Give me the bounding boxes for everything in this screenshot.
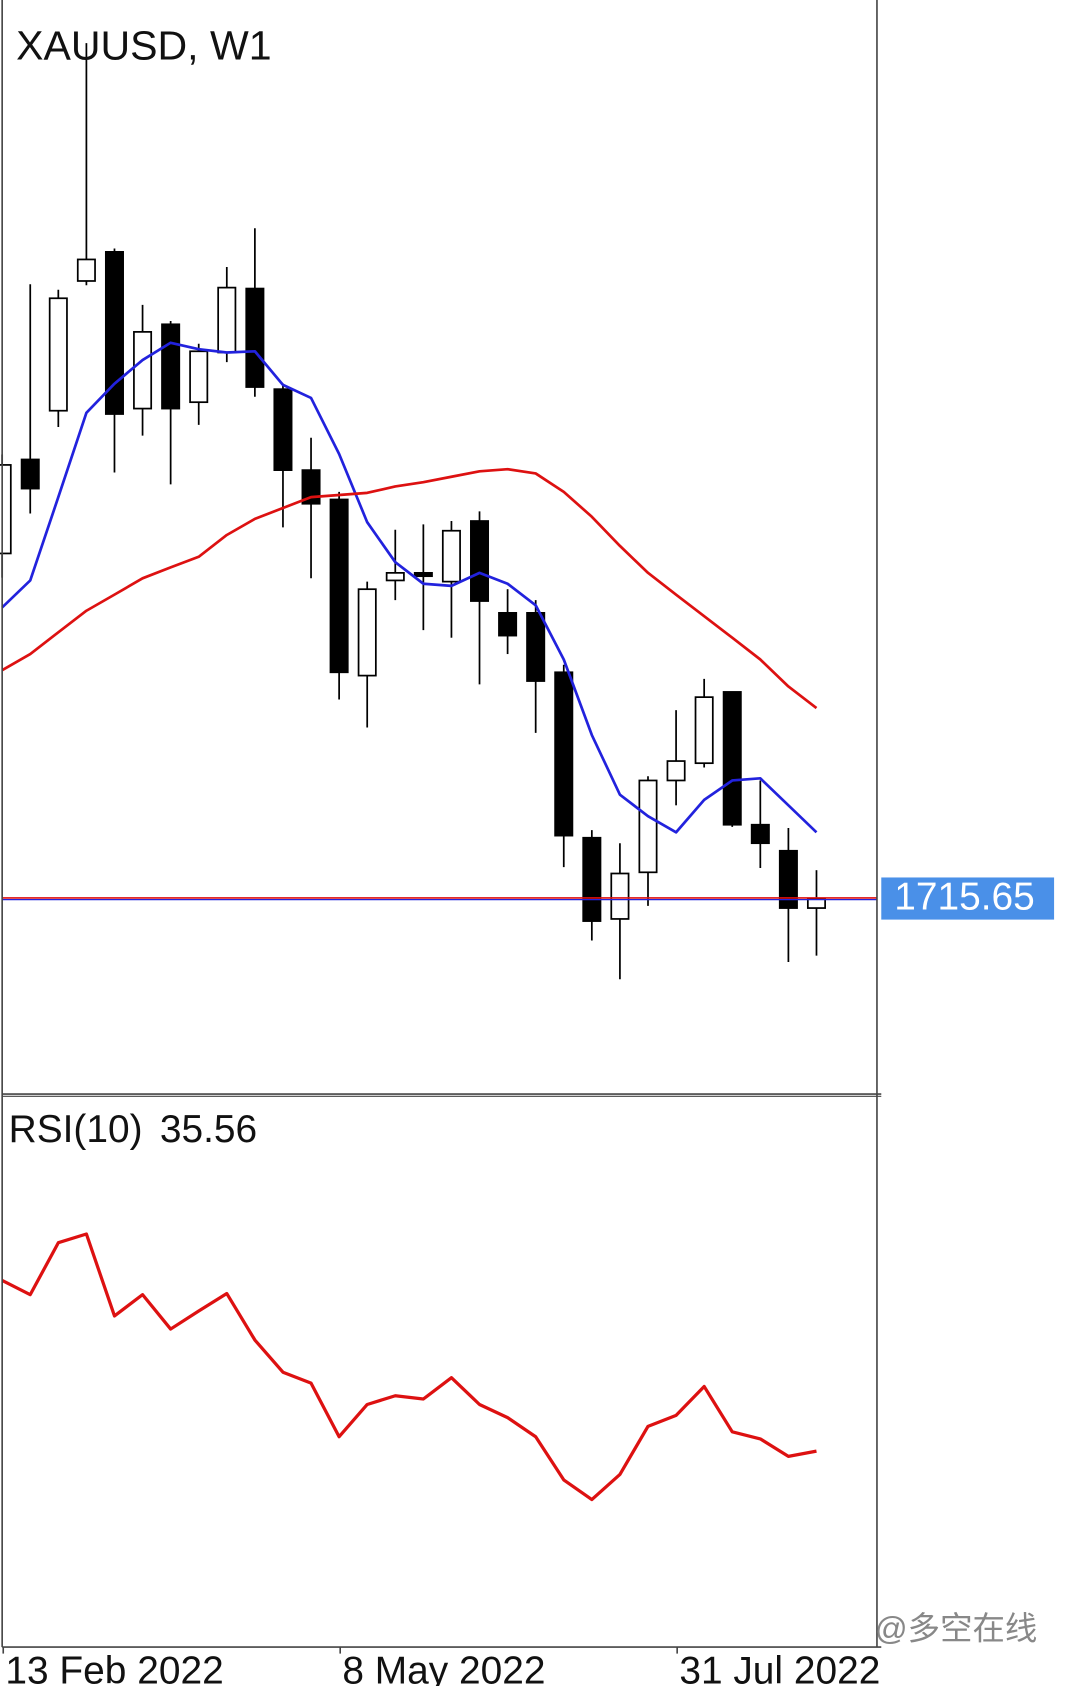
candle-body bbox=[666, 760, 686, 782]
candle-body bbox=[273, 388, 293, 471]
candle-body bbox=[104, 251, 124, 415]
indicator-line bbox=[1, 341, 818, 834]
candle-body bbox=[778, 849, 798, 909]
x-tick-label: 31 Jul 2022 bbox=[679, 1649, 880, 1686]
candle-body bbox=[413, 571, 433, 578]
x-tick-label: 8 May 2022 bbox=[342, 1649, 545, 1686]
candle-body bbox=[329, 498, 349, 674]
candle-body bbox=[610, 872, 630, 920]
candle-body bbox=[301, 469, 321, 505]
candle-body bbox=[48, 297, 68, 412]
candle-body bbox=[750, 823, 770, 845]
indicator-title: RSI(10) bbox=[9, 1108, 143, 1151]
current-price-label: 1715.65 bbox=[894, 875, 1035, 918]
candle-body bbox=[357, 588, 377, 677]
candle-body bbox=[694, 696, 714, 765]
indicator-value: 35.56 bbox=[160, 1108, 257, 1151]
candle-body bbox=[76, 258, 96, 282]
x-tick-label: 13 Feb 2022 bbox=[5, 1649, 223, 1686]
indicator-line bbox=[1, 1232, 817, 1502]
marks-layer bbox=[0, 43, 877, 1502]
candle-body bbox=[245, 287, 265, 388]
labels-layer: 1715.65 13 Feb 2022 8 May 2022 31 Jul 2022 bbox=[2, 875, 1055, 1686]
watermark: @多空在线 bbox=[875, 1610, 1037, 1646]
candle-body bbox=[638, 779, 658, 874]
chart-title: XAUUSD, W1 bbox=[16, 22, 271, 68]
candle-body bbox=[385, 571, 405, 582]
candle-body bbox=[133, 331, 153, 410]
candle-body bbox=[161, 323, 181, 410]
current-price-box bbox=[881, 877, 1055, 920]
candle-body bbox=[554, 671, 574, 837]
candle-body bbox=[722, 691, 742, 826]
candle-body bbox=[20, 458, 40, 490]
candle-body bbox=[217, 286, 237, 354]
candle-body bbox=[441, 529, 461, 583]
candle-body bbox=[470, 520, 490, 602]
candle-body bbox=[498, 612, 518, 637]
candle-body bbox=[526, 612, 546, 682]
candle-body bbox=[189, 350, 209, 404]
candle-body bbox=[582, 836, 602, 922]
indicator-line bbox=[1, 467, 818, 710]
